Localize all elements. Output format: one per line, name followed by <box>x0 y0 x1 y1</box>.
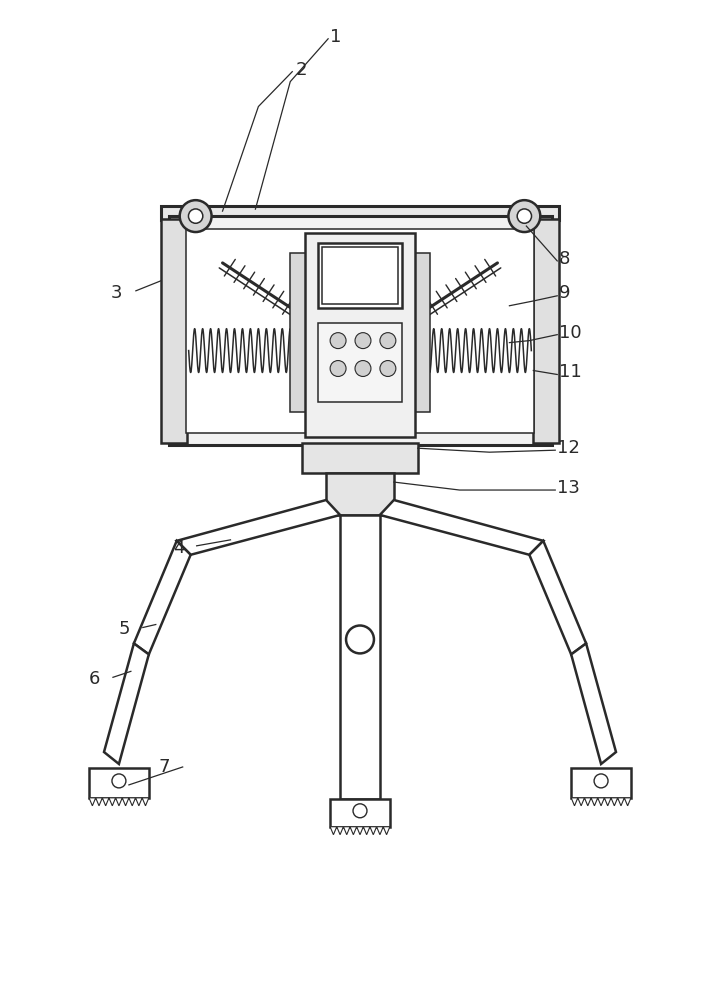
Polygon shape <box>177 500 340 555</box>
Circle shape <box>508 200 540 232</box>
Polygon shape <box>89 798 96 806</box>
Polygon shape <box>591 798 597 806</box>
Text: 3: 3 <box>111 284 122 302</box>
Polygon shape <box>142 798 149 806</box>
Circle shape <box>517 209 531 223</box>
Polygon shape <box>122 798 129 806</box>
Bar <box>161 206 559 220</box>
Bar <box>533 219 559 443</box>
Polygon shape <box>571 643 616 764</box>
Circle shape <box>330 333 346 349</box>
Polygon shape <box>129 798 136 806</box>
Text: 6: 6 <box>89 670 101 688</box>
Polygon shape <box>370 827 377 835</box>
Text: 11: 11 <box>559 363 582 381</box>
Bar <box>161 219 187 443</box>
Polygon shape <box>377 827 383 835</box>
Polygon shape <box>96 798 102 806</box>
Text: 12: 12 <box>557 439 580 457</box>
Bar <box>186 229 534 433</box>
Bar <box>290 253 307 412</box>
Circle shape <box>346 626 374 653</box>
Circle shape <box>353 804 367 818</box>
Polygon shape <box>618 798 624 806</box>
Text: 2: 2 <box>296 61 307 79</box>
Polygon shape <box>357 827 363 835</box>
Polygon shape <box>585 798 591 806</box>
Bar <box>340 515 380 799</box>
Text: 9: 9 <box>559 284 571 302</box>
Polygon shape <box>116 798 122 806</box>
Bar <box>305 233 415 437</box>
Polygon shape <box>136 798 142 806</box>
Circle shape <box>380 333 396 349</box>
Polygon shape <box>383 827 390 835</box>
Bar <box>319 323 402 402</box>
Bar <box>319 243 402 308</box>
Text: 7: 7 <box>159 758 170 776</box>
Bar <box>330 799 390 827</box>
Circle shape <box>330 361 346 376</box>
Polygon shape <box>344 827 350 835</box>
Circle shape <box>594 774 608 788</box>
Text: 13: 13 <box>557 479 580 497</box>
Polygon shape <box>350 827 357 835</box>
Polygon shape <box>605 798 611 806</box>
Circle shape <box>180 200 211 232</box>
Polygon shape <box>611 798 618 806</box>
Polygon shape <box>109 798 116 806</box>
Text: 10: 10 <box>559 324 582 342</box>
Polygon shape <box>363 827 370 835</box>
Polygon shape <box>624 798 631 806</box>
Polygon shape <box>529 541 586 654</box>
Circle shape <box>355 361 371 376</box>
Circle shape <box>380 361 396 376</box>
Polygon shape <box>380 500 544 555</box>
Polygon shape <box>597 798 605 806</box>
Polygon shape <box>578 798 585 806</box>
Polygon shape <box>102 798 109 806</box>
Bar <box>413 253 430 412</box>
Text: 4: 4 <box>173 539 184 557</box>
Circle shape <box>188 209 203 223</box>
Circle shape <box>355 333 371 349</box>
Bar <box>302 443 418 473</box>
Text: 5: 5 <box>119 620 130 638</box>
Polygon shape <box>134 541 191 654</box>
Polygon shape <box>336 827 344 835</box>
Polygon shape <box>330 827 336 835</box>
Polygon shape <box>571 798 578 806</box>
Circle shape <box>112 774 126 788</box>
Text: 1: 1 <box>330 28 342 46</box>
Bar <box>89 768 149 798</box>
Bar <box>322 247 398 304</box>
Bar <box>571 768 631 798</box>
Bar <box>326 473 394 515</box>
Polygon shape <box>104 643 149 764</box>
Text: 8: 8 <box>559 250 571 268</box>
Bar <box>169 216 552 445</box>
